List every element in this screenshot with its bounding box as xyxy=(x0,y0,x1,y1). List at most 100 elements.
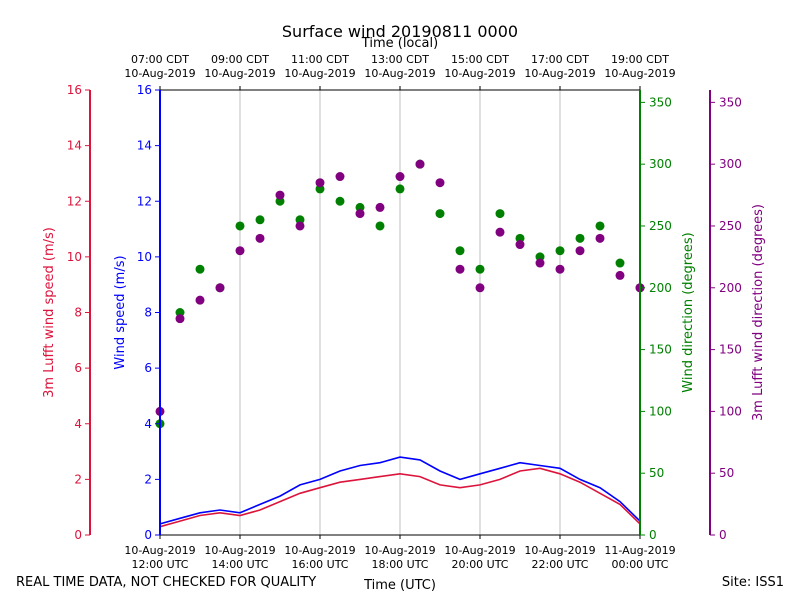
line-layer xyxy=(159,456,641,528)
top-tick-date: 10-Aug-2019 xyxy=(364,67,435,80)
grid xyxy=(239,90,561,535)
lufft_direction-point xyxy=(215,283,225,293)
lufft-speed-axis-tick-label: 16 xyxy=(67,83,82,97)
top-tick-date: 10-Aug-2019 xyxy=(444,67,515,80)
top-tick-date: 10-Aug-2019 xyxy=(604,67,675,80)
wind_direction-point xyxy=(535,252,545,262)
lufft-direction-axis-tick-label: 150 xyxy=(719,343,742,357)
top-tick-date: 10-Aug-2019 xyxy=(204,67,275,80)
lufft-direction-axis-tick-label: 300 xyxy=(719,157,742,171)
bottom-tick-time: 12:00 UTC xyxy=(131,558,188,571)
wind-speed-axis-tick-label: 6 xyxy=(144,361,152,375)
bottom-tick-date: 10-Aug-2019 xyxy=(524,544,595,557)
lufft-speed-axis-tick-label: 12 xyxy=(67,194,82,208)
wind-direction-axis-tick-label: 200 xyxy=(649,281,672,295)
lufft_direction-point xyxy=(475,283,485,293)
lufft_direction-point xyxy=(175,314,185,324)
lufft_direction-point xyxy=(315,178,325,188)
lufft_direction-point xyxy=(295,221,305,231)
wind-direction-axis-tick-label: 100 xyxy=(649,404,672,418)
lufft_direction-point xyxy=(395,172,405,182)
chart-title: Surface wind 20190811 0000 xyxy=(282,22,518,41)
lufft-speed-axis-tick-label: 8 xyxy=(74,306,82,320)
bottom-tick-date: 10-Aug-2019 xyxy=(124,544,195,557)
wind_speed-line xyxy=(159,456,641,525)
wind-direction-axis-tick-label: 350 xyxy=(649,95,672,109)
wind-speed-axis-tick-label: 0 xyxy=(144,528,152,542)
lufft-direction-axis-tick-label: 100 xyxy=(719,404,742,418)
site-label: Site: ISS1 xyxy=(721,575,784,590)
wind_direction-point xyxy=(375,221,385,231)
wind-speed-axis-tick-label: 16 xyxy=(137,83,152,97)
wind-speed-axis-tick-label: 2 xyxy=(144,472,152,486)
wind_direction-point xyxy=(575,233,585,243)
lufft-speed-axis-tick-label: 10 xyxy=(67,250,82,264)
lufft_direction-point xyxy=(235,246,245,256)
top-tick-time: 13:00 CDT xyxy=(371,53,429,66)
lufft_direction-point xyxy=(555,264,565,274)
bottom-tick-date: 10-Aug-2019 xyxy=(284,544,355,557)
bottom-tick-time: 14:00 UTC xyxy=(211,558,268,571)
lufft-direction-axis-tick-label: 250 xyxy=(719,219,742,233)
top-tick-time: 15:00 CDT xyxy=(451,53,509,66)
lufft-direction-axis-tick-label: 0 xyxy=(719,528,727,542)
wind_direction-point xyxy=(615,258,625,268)
lufft_direction-point xyxy=(255,233,265,243)
lufft-direction-axis-tick-label: 50 xyxy=(719,466,734,480)
wind-speed-axis-tick-label: 8 xyxy=(144,306,152,320)
wind-speed-axis-tick-label: 4 xyxy=(144,417,152,431)
lufft_direction-point xyxy=(275,190,285,200)
wind_direction-point xyxy=(595,221,605,231)
wind_direction-point xyxy=(455,246,465,256)
wind-direction-axis-label: Wind direction (degrees) xyxy=(681,232,696,392)
wind_direction-point xyxy=(495,209,505,219)
bottom-tick-date: 10-Aug-2019 xyxy=(204,544,275,557)
lufft_speed-line xyxy=(159,467,641,528)
bottom-tick-time: 20:00 UTC xyxy=(451,558,508,571)
lufft_direction-point xyxy=(375,202,385,212)
bottom-tick-time: 18:00 UTC xyxy=(371,558,428,571)
wind_direction-point xyxy=(295,215,305,225)
wind_direction-point xyxy=(355,202,365,212)
lufft_direction-point xyxy=(495,227,505,237)
lufft-direction-axis-tick-label: 200 xyxy=(719,281,742,295)
wind_direction-point xyxy=(255,215,265,225)
lufft_direction-point xyxy=(435,178,445,188)
bottom-tick-time: 22:00 UTC xyxy=(531,558,588,571)
top-tick-time: 07:00 CDT xyxy=(131,53,189,66)
wind-direction-axis-tick-label: 150 xyxy=(649,343,672,357)
lufft-direction-axis-tick-label: 350 xyxy=(719,95,742,109)
bottom-tick-time: 16:00 UTC xyxy=(291,558,348,571)
bottom-tick-date: 10-Aug-2019 xyxy=(364,544,435,557)
quality-disclaimer: REAL TIME DATA, NOT CHECKED FOR QUALITY xyxy=(16,575,317,590)
wind_direction-point xyxy=(275,196,285,206)
lufft_direction-point xyxy=(615,270,625,280)
wind-speed-axis-label: Wind speed (m/s) xyxy=(113,255,128,369)
wind_direction-point xyxy=(315,184,325,194)
top-tick-time: 09:00 CDT xyxy=(211,53,269,66)
lufft_direction-point xyxy=(455,264,465,274)
wind-direction-axis-tick-label: 0 xyxy=(649,528,657,542)
wind_direction-point xyxy=(195,264,205,274)
lufft-speed-axis-label: 3m Lufft wind speed (m/s) xyxy=(42,227,57,398)
bottom-axis-label: Time (UTC) xyxy=(363,578,436,593)
lufft-speed-axis-tick-label: 14 xyxy=(67,139,82,153)
lufft_direction-point xyxy=(575,246,585,256)
bottom-tick-date: 10-Aug-2019 xyxy=(444,544,515,557)
wind_direction-point xyxy=(555,246,565,256)
top-axis-label: Time (local) xyxy=(361,36,438,51)
wind-speed-axis-tick-label: 10 xyxy=(137,250,152,264)
lufft_direction-point xyxy=(535,258,545,268)
top-tick-time: 19:00 CDT xyxy=(611,53,669,66)
top-tick-date: 10-Aug-2019 xyxy=(284,67,355,80)
bottom-tick-date: 11-Aug-2019 xyxy=(604,544,675,557)
lufft_direction-point xyxy=(195,295,205,305)
lufft-speed-axis-tick-label: 4 xyxy=(74,417,82,431)
top-tick-time: 11:00 CDT xyxy=(291,53,349,66)
lufft-speed-axis-tick-label: 2 xyxy=(74,472,82,486)
wind-direction-axis-tick-label: 50 xyxy=(649,466,664,480)
top-tick-time: 17:00 CDT xyxy=(531,53,589,66)
lufft-speed-axis-tick-label: 6 xyxy=(74,361,82,375)
